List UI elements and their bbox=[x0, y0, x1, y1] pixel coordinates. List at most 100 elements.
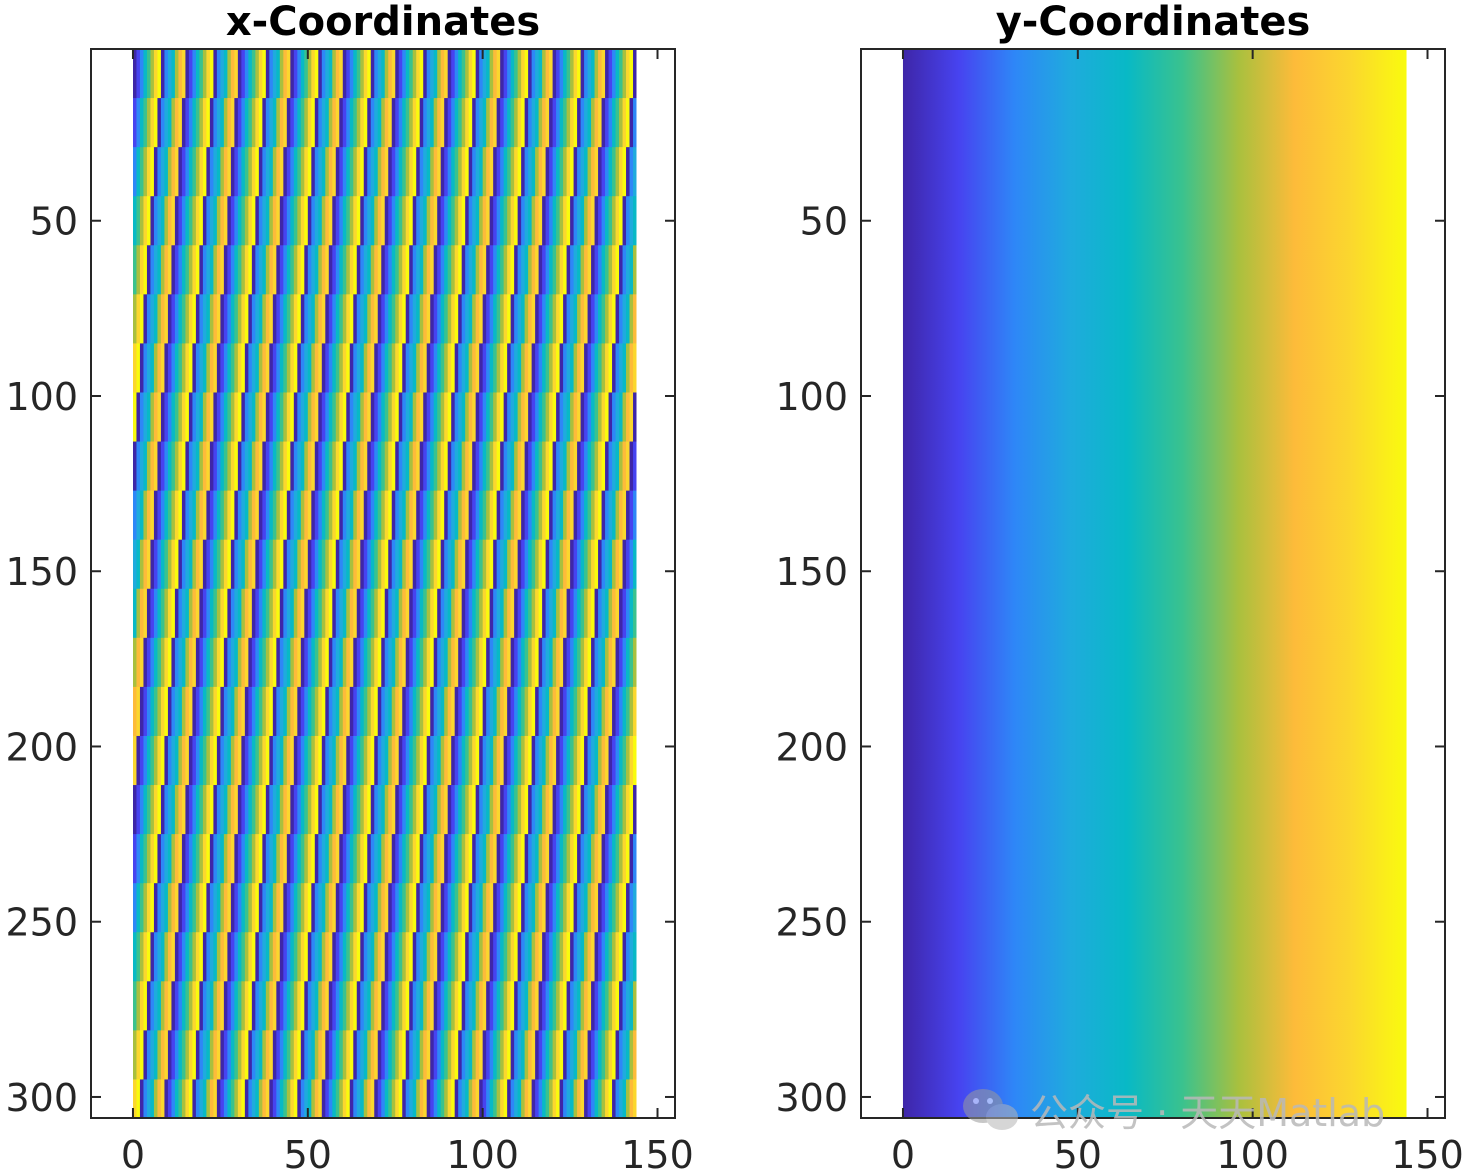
cell bbox=[132, 588, 138, 639]
cell bbox=[633, 686, 637, 737]
cell bbox=[433, 1030, 438, 1081]
y-tick-label: 100 bbox=[5, 375, 78, 419]
cell bbox=[223, 1079, 228, 1117]
cell bbox=[132, 1030, 138, 1081]
cell bbox=[391, 343, 396, 394]
cell bbox=[517, 50, 522, 99]
cell bbox=[195, 883, 201, 933]
cell bbox=[482, 196, 487, 246]
cell bbox=[454, 1030, 459, 1081]
cell bbox=[230, 1079, 235, 1117]
cell bbox=[447, 196, 452, 246]
cell bbox=[346, 441, 351, 492]
x-tick-label: 100 bbox=[446, 1133, 519, 1173]
cell bbox=[349, 147, 354, 197]
cell bbox=[356, 98, 361, 148]
cell bbox=[605, 294, 610, 345]
cell bbox=[580, 294, 585, 345]
cell bbox=[206, 490, 211, 541]
cell bbox=[388, 441, 393, 492]
cell bbox=[402, 1079, 407, 1117]
cell bbox=[335, 637, 340, 688]
cell bbox=[507, 50, 512, 99]
cell bbox=[293, 1079, 298, 1117]
cell bbox=[318, 883, 323, 933]
cell bbox=[440, 196, 445, 246]
cell bbox=[223, 932, 228, 982]
cell bbox=[293, 196, 298, 246]
cell bbox=[440, 735, 445, 786]
cell bbox=[587, 686, 592, 737]
cell bbox=[279, 490, 284, 541]
cell bbox=[216, 147, 221, 197]
cell bbox=[605, 392, 610, 443]
cell bbox=[360, 441, 365, 492]
cell bbox=[290, 883, 295, 933]
cell bbox=[545, 883, 550, 933]
cell bbox=[605, 490, 610, 541]
cell bbox=[195, 834, 201, 884]
cell bbox=[633, 490, 637, 541]
cell bbox=[150, 196, 155, 246]
cell bbox=[409, 539, 414, 590]
cell bbox=[416, 785, 421, 835]
cell bbox=[475, 588, 480, 639]
cell bbox=[143, 539, 148, 590]
cell bbox=[577, 1079, 582, 1117]
cell bbox=[461, 637, 466, 688]
cell bbox=[416, 294, 421, 345]
cell bbox=[433, 932, 438, 982]
cell bbox=[241, 834, 246, 884]
cell bbox=[580, 392, 585, 443]
cell bbox=[531, 441, 536, 492]
cell bbox=[363, 981, 368, 1031]
cell bbox=[507, 490, 512, 541]
cell bbox=[507, 1030, 512, 1081]
cell bbox=[622, 834, 627, 884]
cell bbox=[213, 883, 218, 933]
cell bbox=[524, 1030, 529, 1081]
cell bbox=[465, 294, 470, 345]
cell bbox=[230, 883, 235, 933]
cell bbox=[619, 637, 624, 688]
cell bbox=[157, 1030, 162, 1081]
cell bbox=[419, 588, 424, 639]
cell bbox=[353, 50, 358, 99]
cell bbox=[216, 785, 221, 835]
cell bbox=[346, 785, 351, 835]
cell bbox=[629, 932, 634, 982]
cell bbox=[384, 735, 389, 786]
cell bbox=[412, 834, 417, 884]
cell bbox=[356, 981, 361, 1031]
cell bbox=[328, 1079, 333, 1117]
cell bbox=[206, 735, 211, 786]
cell bbox=[286, 588, 291, 639]
cell bbox=[171, 1030, 176, 1081]
cell bbox=[507, 637, 512, 688]
cell bbox=[570, 50, 575, 99]
cell bbox=[192, 932, 197, 982]
cell bbox=[293, 686, 298, 737]
cell bbox=[181, 343, 187, 394]
cell bbox=[332, 1079, 337, 1117]
cell bbox=[220, 196, 225, 246]
cell bbox=[304, 343, 309, 394]
cell bbox=[577, 245, 582, 295]
cell bbox=[136, 50, 141, 99]
cell bbox=[314, 981, 319, 1031]
cell bbox=[535, 834, 540, 884]
cell bbox=[283, 539, 288, 590]
cell bbox=[591, 637, 596, 688]
cell bbox=[314, 343, 319, 394]
cell bbox=[580, 735, 585, 786]
cell bbox=[612, 50, 617, 99]
cell bbox=[269, 392, 274, 443]
cell bbox=[531, 686, 536, 737]
cell bbox=[290, 98, 295, 148]
cell bbox=[559, 735, 564, 786]
cell bbox=[398, 98, 403, 148]
cell bbox=[206, 441, 211, 492]
cell bbox=[360, 539, 365, 590]
cell bbox=[559, 1030, 564, 1081]
cell bbox=[629, 785, 634, 835]
